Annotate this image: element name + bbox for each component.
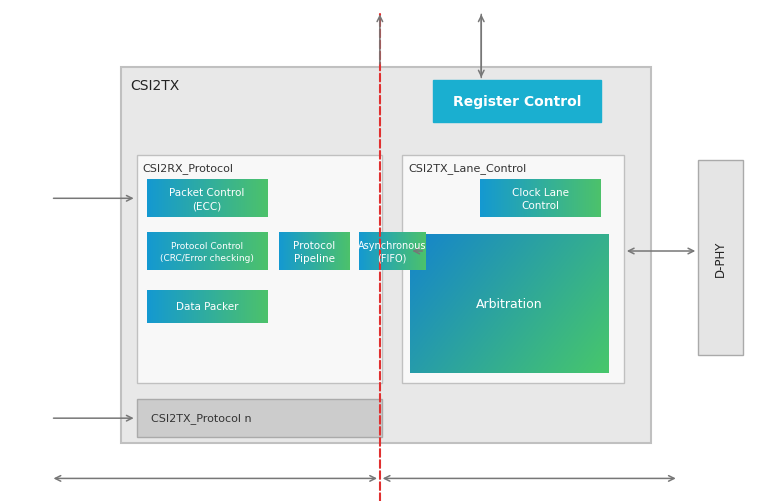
Text: Clock Lane
Control: Clock Lane Control	[512, 187, 569, 211]
Text: Data Packer: Data Packer	[176, 302, 239, 312]
Text: Packet Control
(ECC): Packet Control (ECC)	[169, 187, 245, 211]
Text: CSI2TX: CSI2TX	[130, 79, 179, 93]
FancyBboxPatch shape	[433, 81, 601, 123]
FancyBboxPatch shape	[698, 160, 743, 356]
Text: CSI2TX_Lane_Control: CSI2TX_Lane_Control	[408, 163, 526, 174]
FancyBboxPatch shape	[136, 155, 382, 383]
FancyBboxPatch shape	[136, 399, 382, 437]
FancyBboxPatch shape	[402, 155, 624, 383]
Text: CSI2TX_Protocol n: CSI2TX_Protocol n	[151, 413, 251, 423]
Text: Protocol
Pipeline: Protocol Pipeline	[293, 240, 335, 264]
Text: Arbitration: Arbitration	[476, 298, 542, 311]
Text: D-PHY: D-PHY	[714, 240, 727, 276]
Text: Protocol Control
(CRC/Error checking): Protocol Control (CRC/Error checking)	[160, 241, 254, 262]
Text: Asynchronous
(FIFO): Asynchronous (FIFO)	[358, 240, 426, 264]
Text: Register Control: Register Control	[452, 95, 581, 109]
FancyBboxPatch shape	[121, 68, 651, 443]
Text: CSI2RX_Protocol: CSI2RX_Protocol	[143, 163, 234, 174]
